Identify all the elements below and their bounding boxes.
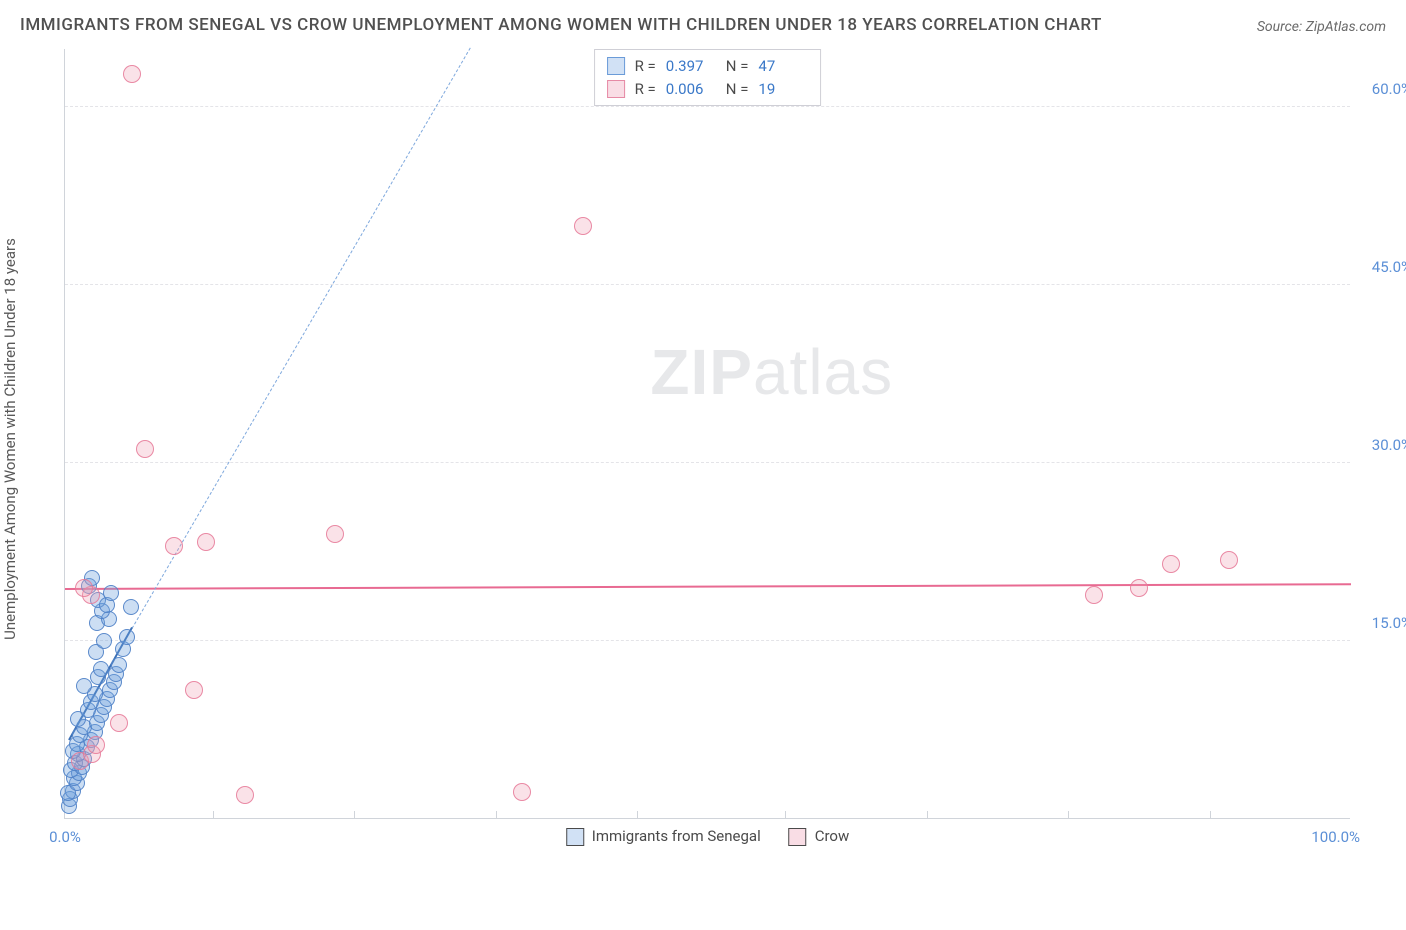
scatter-point — [1130, 579, 1148, 597]
source-label: Source: ZipAtlas.com — [1257, 19, 1386, 39]
scatter-point — [197, 533, 215, 551]
legend-item-label: Immigrants from Senegal — [592, 827, 761, 845]
scatter-point — [123, 599, 139, 615]
gridline-v — [496, 811, 497, 819]
watermark: ZIPatlas — [650, 335, 893, 409]
y-axis-label: Unemployment Among Women with Children U… — [1, 238, 19, 640]
scatter-point — [76, 678, 92, 694]
gridline-h — [65, 284, 1350, 285]
legend-stats-row: R = 0.006 N = 19 — [607, 78, 809, 101]
y-tick-label: 45.0% — [1357, 258, 1406, 276]
gridline-v — [637, 811, 638, 819]
y-tick-label: 60.0% — [1357, 80, 1406, 98]
legend-item: Immigrants from Senegal — [566, 827, 761, 846]
scatter-point — [574, 217, 592, 235]
blue-swatch-icon — [607, 57, 625, 75]
n-value: 19 — [758, 78, 808, 101]
y-tick-label: 15.0% — [1357, 614, 1406, 632]
scatter-point — [103, 585, 119, 601]
r-label: R = — [635, 78, 656, 101]
n-label: N = — [726, 78, 749, 101]
gridline-v — [354, 811, 355, 819]
scatter-point — [110, 714, 128, 732]
x-tick-label: 100.0% — [1311, 828, 1360, 846]
y-tick-label: 30.0% — [1357, 436, 1406, 454]
scatter-plot: ZIPatlas R =0.397N =47R =0.006N =19 Immi… — [64, 49, 1350, 819]
gridline-v — [927, 811, 928, 819]
scatter-point — [513, 783, 531, 801]
scatter-point — [185, 681, 203, 699]
gridline-v — [1210, 811, 1211, 819]
x-tick-label: 0.0% — [49, 828, 81, 846]
pink-swatch-icon — [789, 828, 807, 846]
scatter-point — [1220, 551, 1238, 569]
chart-title: IMMIGRANTS FROM SENEGAL VS CROW UNEMPLOY… — [20, 12, 1102, 39]
r-value: 0.006 — [666, 78, 716, 101]
scatter-point — [136, 440, 154, 458]
blue-swatch-icon — [566, 828, 584, 846]
gridline-h — [65, 462, 1350, 463]
legend-stats: R = 0.397 N = 47 R = 0.006 N = 19 — [594, 49, 822, 106]
scatter-point — [1085, 586, 1103, 604]
gridline-h — [65, 640, 1350, 641]
scatter-point — [236, 786, 254, 804]
gridline-v — [785, 811, 786, 819]
scatter-point — [111, 657, 127, 673]
scatter-point — [93, 661, 109, 677]
gridline-v — [213, 811, 214, 819]
legend-stats-row: R = 0.397 N = 47 — [607, 55, 809, 78]
gridline-v — [1068, 811, 1069, 819]
r-label: R = — [635, 55, 656, 78]
scatter-point — [123, 65, 141, 83]
scatter-point — [87, 736, 105, 754]
legend-series: Immigrants from Senegal Crow — [566, 827, 850, 846]
n-label: N = — [726, 55, 749, 78]
legend-item: Crow — [789, 827, 850, 846]
scatter-point — [96, 633, 112, 649]
scatter-point — [1162, 555, 1180, 573]
chart-area: Unemployment Among Women with Children U… — [20, 49, 1386, 859]
scatter-point — [75, 579, 93, 597]
scatter-point — [165, 537, 183, 555]
legend-item-label: Crow — [815, 827, 850, 845]
n-value: 47 — [758, 55, 808, 78]
scatter-point — [119, 629, 135, 645]
scatter-point — [326, 525, 344, 543]
trend-line — [65, 583, 1351, 590]
gridline-h — [65, 106, 1350, 107]
r-value: 0.397 — [666, 55, 716, 78]
pink-swatch-icon — [607, 80, 625, 98]
